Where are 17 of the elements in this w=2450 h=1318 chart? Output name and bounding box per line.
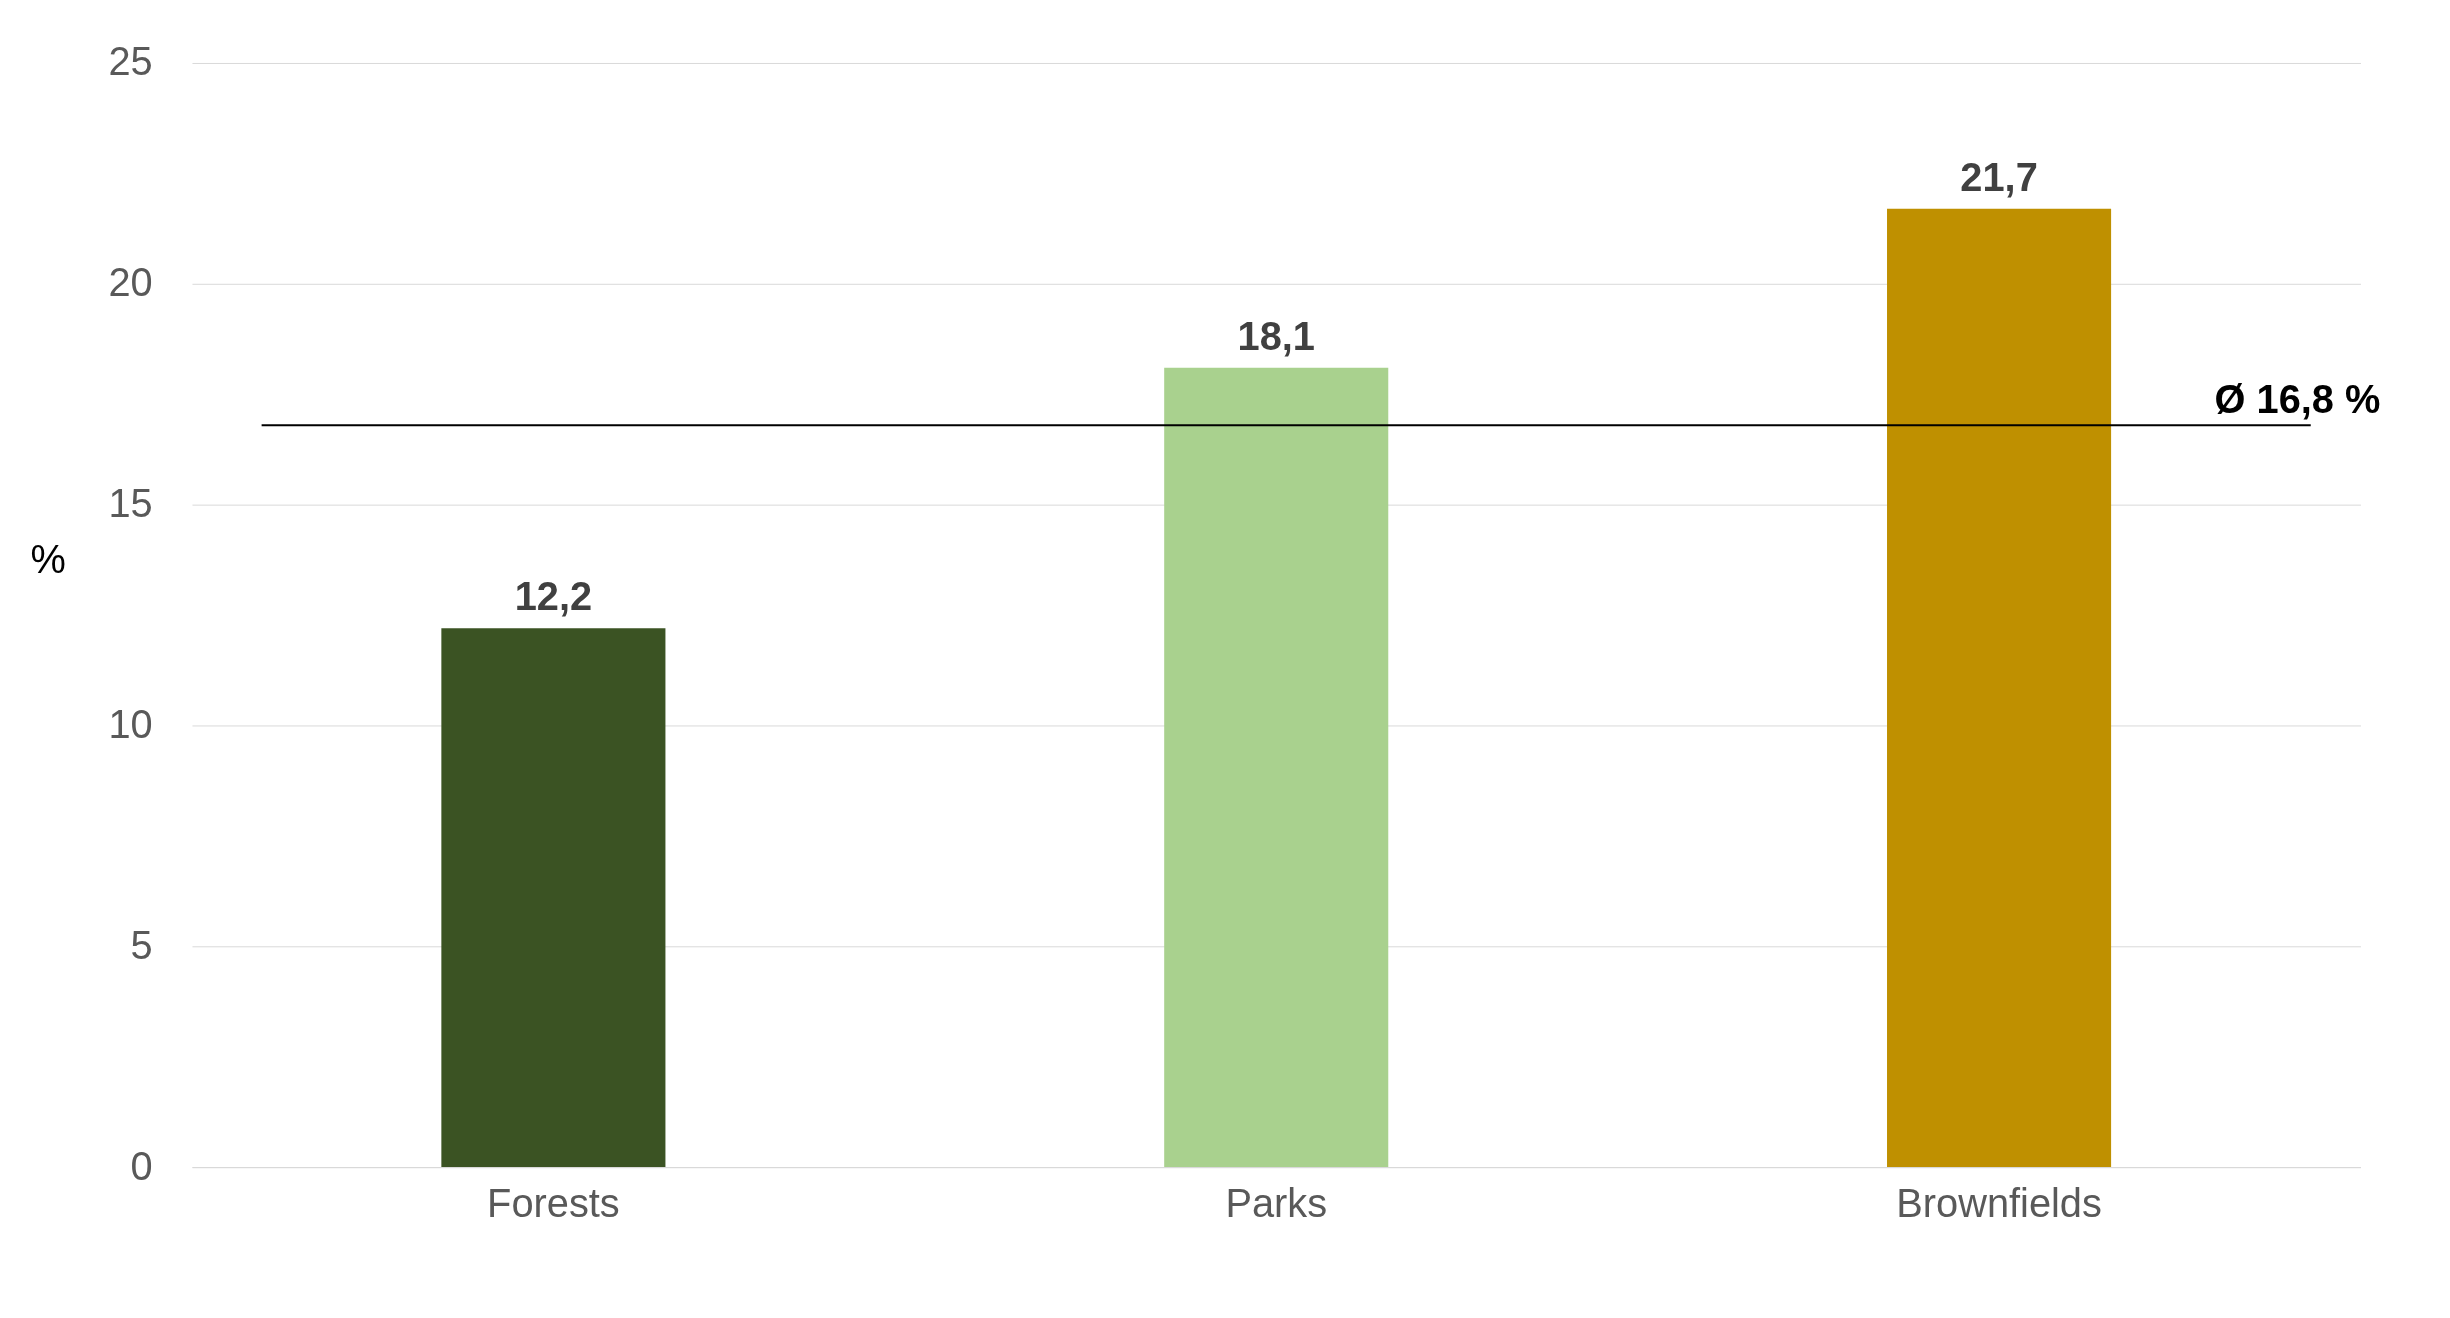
bar — [441, 628, 666, 1168]
y-tick-label: 5 — [130, 922, 153, 967]
ref-line-label: Ø 16,8 % — [2214, 377, 2381, 422]
x-tick-label: Forests — [487, 1181, 620, 1226]
x-tick-label: Parks — [1225, 1181, 1328, 1226]
y-tick-label: 10 — [108, 701, 153, 746]
y-tick-label: 25 — [108, 39, 153, 84]
bar — [1164, 367, 1389, 1168]
bar — [1887, 208, 2112, 1168]
data-label: 12,2 — [514, 574, 593, 619]
data-label: 18,1 — [1237, 313, 1315, 358]
y-axis-title: % — [30, 536, 66, 581]
data-label: 21,7 — [1960, 154, 2038, 199]
y-tick-label: 15 — [108, 481, 153, 526]
y-tick-label: 0 — [130, 1143, 153, 1188]
x-tick-label: Brownfields — [1896, 1181, 2102, 1226]
y-tick-label: 20 — [108, 260, 153, 305]
